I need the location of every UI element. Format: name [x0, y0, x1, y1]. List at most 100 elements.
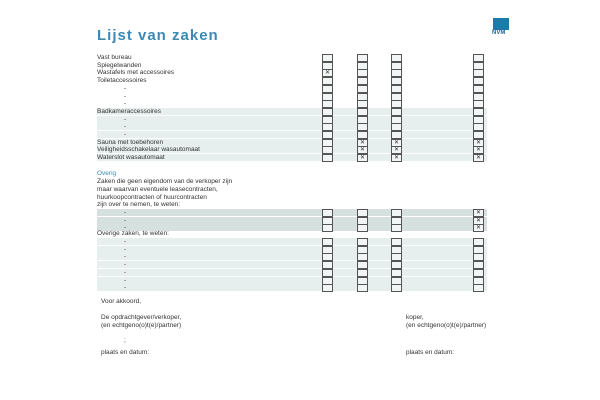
- checkbox[interactable]: ✕: [473, 154, 484, 163]
- checkbox[interactable]: [391, 276, 402, 285]
- checkbox[interactable]: [473, 245, 484, 254]
- checkbox[interactable]: [473, 84, 484, 93]
- checkbox[interactable]: [473, 92, 484, 101]
- checkbox[interactable]: ✕: [391, 154, 402, 163]
- checkbox[interactable]: ✕: [322, 69, 333, 78]
- checkbox[interactable]: [473, 77, 484, 86]
- checkbox[interactable]: [357, 54, 368, 62]
- checkbox[interactable]: [322, 253, 333, 262]
- checkbox[interactable]: ✕: [473, 224, 484, 233]
- checkbox[interactable]: [473, 261, 484, 270]
- checkbox[interactable]: [357, 77, 368, 86]
- checkbox[interactable]: [357, 61, 368, 70]
- checkbox[interactable]: [322, 146, 333, 155]
- checkbox[interactable]: [322, 154, 333, 163]
- checkbox[interactable]: [391, 284, 402, 293]
- checkbox[interactable]: [391, 238, 402, 246]
- checkbox[interactable]: [391, 261, 402, 270]
- checkbox[interactable]: [322, 92, 333, 101]
- checkbox[interactable]: [357, 276, 368, 285]
- checkbox[interactable]: [391, 253, 402, 262]
- checkbox[interactable]: [322, 245, 333, 254]
- checkbox[interactable]: [473, 238, 484, 246]
- checkbox[interactable]: [473, 54, 484, 62]
- checkbox[interactable]: [391, 54, 402, 62]
- checkbox[interactable]: [357, 224, 368, 233]
- checkbox[interactable]: [322, 54, 333, 62]
- checkbox[interactable]: [391, 216, 402, 225]
- checkbox[interactable]: ✕: [391, 146, 402, 155]
- checkbox[interactable]: [322, 77, 333, 86]
- checkbox[interactable]: [473, 268, 484, 277]
- checkbox[interactable]: [473, 100, 484, 109]
- checkbox[interactable]: [473, 123, 484, 132]
- checkbox[interactable]: [357, 100, 368, 109]
- checkbox[interactable]: [357, 245, 368, 254]
- checkbox[interactable]: [357, 69, 368, 78]
- checkbox[interactable]: [391, 209, 402, 217]
- checkbox[interactable]: ✕: [473, 138, 484, 147]
- checkbox[interactable]: [357, 84, 368, 93]
- checkbox[interactable]: [357, 253, 368, 262]
- checkbox[interactable]: ✕: [473, 146, 484, 155]
- checkbox[interactable]: [391, 107, 402, 116]
- checkbox[interactable]: [357, 216, 368, 225]
- checkbox[interactable]: [391, 268, 402, 277]
- checkbox[interactable]: [473, 115, 484, 124]
- checkbox[interactable]: [322, 284, 333, 293]
- checkbox[interactable]: [322, 268, 333, 277]
- checkbox[interactable]: [322, 61, 333, 70]
- checkbox[interactable]: ✕: [357, 138, 368, 147]
- checkbox[interactable]: [357, 115, 368, 124]
- checkbox[interactable]: [322, 131, 333, 139]
- checkbox[interactable]: [391, 84, 402, 93]
- row-label: Vast bureau: [97, 54, 132, 61]
- checkbox[interactable]: [391, 224, 402, 233]
- checkbox[interactable]: [357, 131, 368, 139]
- checkbox[interactable]: [391, 61, 402, 70]
- checkbox[interactable]: [357, 107, 368, 116]
- checkbox[interactable]: [391, 100, 402, 109]
- other-heading: Overige zaken, te weten:: [97, 230, 169, 237]
- checkbox[interactable]: [391, 245, 402, 254]
- table-row: -: [97, 268, 487, 277]
- checkbox[interactable]: [322, 216, 333, 225]
- checkbox[interactable]: [357, 238, 368, 246]
- checkbox[interactable]: [473, 284, 484, 293]
- checkbox[interactable]: [322, 100, 333, 109]
- checkbox[interactable]: [322, 209, 333, 217]
- checkbox[interactable]: [357, 123, 368, 132]
- checkbox[interactable]: ✕: [391, 138, 402, 147]
- checkbox[interactable]: [322, 107, 333, 116]
- checkbox[interactable]: [391, 115, 402, 124]
- checkbox[interactable]: [322, 115, 333, 124]
- checkbox[interactable]: [473, 131, 484, 139]
- checkbox[interactable]: ✕: [473, 216, 484, 225]
- checkbox[interactable]: [391, 69, 402, 78]
- checkbox[interactable]: ✕: [473, 209, 484, 217]
- checkbox[interactable]: [357, 284, 368, 293]
- checkbox[interactable]: [391, 77, 402, 86]
- checkbox[interactable]: [473, 276, 484, 285]
- checkbox[interactable]: [391, 92, 402, 101]
- checkbox[interactable]: [322, 224, 333, 233]
- checkbox[interactable]: [357, 261, 368, 270]
- checkbox[interactable]: ✕: [357, 154, 368, 163]
- checkbox[interactable]: [357, 92, 368, 101]
- checkbox[interactable]: [473, 253, 484, 262]
- checkbox[interactable]: [473, 69, 484, 78]
- checkbox[interactable]: [391, 131, 402, 139]
- checkbox[interactable]: [322, 123, 333, 132]
- checkbox[interactable]: [473, 107, 484, 116]
- checkbox[interactable]: [357, 268, 368, 277]
- checkbox[interactable]: [357, 209, 368, 217]
- checkbox[interactable]: [322, 238, 333, 246]
- checkbox[interactable]: [322, 276, 333, 285]
- checkbox[interactable]: [322, 261, 333, 270]
- checkbox[interactable]: [322, 84, 333, 93]
- table-row: -: [97, 92, 487, 101]
- checkbox[interactable]: [473, 61, 484, 70]
- checkbox[interactable]: [322, 138, 333, 147]
- checkbox[interactable]: [391, 123, 402, 132]
- checkbox[interactable]: ✕: [357, 146, 368, 155]
